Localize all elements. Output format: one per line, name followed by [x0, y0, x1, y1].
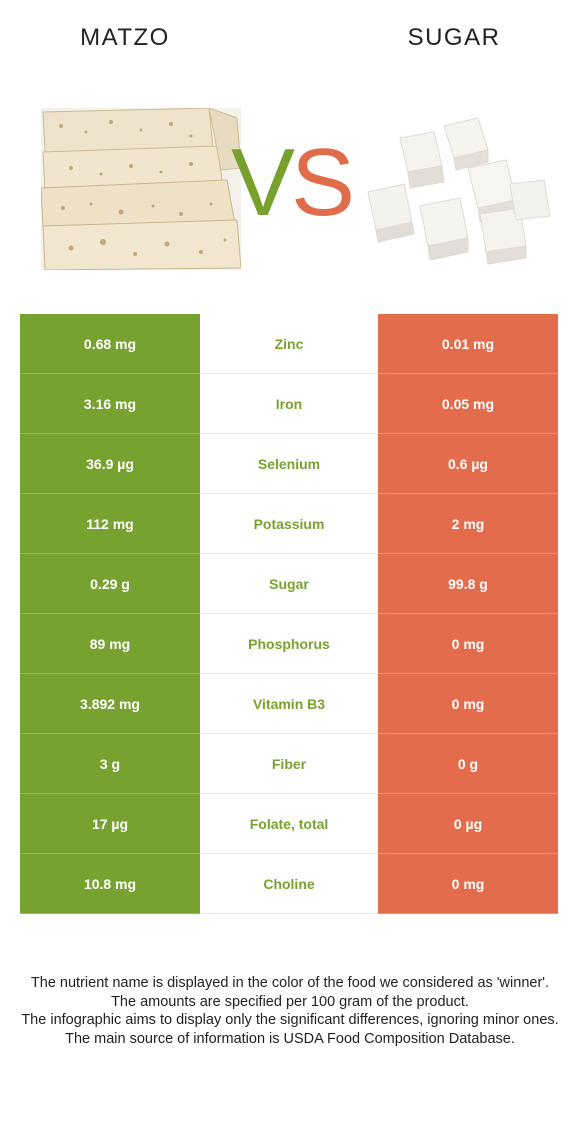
footnote-line: The infographic aims to display only the… [21, 1012, 559, 1028]
table-row: 36.9 µg Selenium 0.6 µg [20, 434, 558, 494]
table-row: 0.68 mg Zinc 0.01 mg [20, 314, 558, 374]
sugar-value: 0 mg [378, 854, 558, 914]
table-row: 89 mg Phosphorus 0 mg [20, 614, 558, 674]
matzo-value: 0.68 mg [20, 314, 200, 374]
comparison-table: 0.68 mg Zinc 0.01 mg 3.16 mg Iron 0.05 m… [20, 314, 558, 914]
matzo-value: 3 g [20, 734, 200, 794]
nutrient-name: Choline [200, 854, 378, 914]
nutrient-name: Vitamin B3 [200, 674, 378, 734]
sugar-value: 0 g [378, 734, 558, 794]
table-row: 3 g Fiber 0 g [20, 734, 558, 794]
nutrient-name: Zinc [200, 314, 378, 374]
footnote-line: The amounts are specified per 100 gram o… [111, 993, 469, 1010]
sugar-value: 0.01 mg [378, 314, 558, 374]
sugar-value: 0.05 mg [378, 374, 558, 434]
nutrient-name: Fiber [200, 734, 378, 794]
matzo-value: 10.8 mg [20, 854, 200, 914]
matzo-value: 3.16 mg [20, 374, 200, 434]
footnote-line: The main source of information is USDA F… [65, 1030, 515, 1047]
sugar-value: 0.6 µg [378, 434, 558, 494]
matzo-value: 3.892 mg [20, 674, 200, 734]
matzo-value: 89 mg [20, 614, 200, 674]
footnote: The nutrient name is displayed in the co… [20, 974, 560, 1048]
sugar-value: 0 µg [378, 794, 558, 854]
sugar-value: 2 mg [378, 494, 558, 554]
vs-s-letter: S [291, 129, 355, 236]
matzo-value: 36.9 µg [20, 434, 200, 494]
table-row: 3.892 mg Vitamin B3 0 mg [20, 674, 558, 734]
nutrient-name: Iron [200, 374, 378, 434]
matzo-value: 112 mg [20, 494, 200, 554]
table-row: 17 µg Folate, total 0 µg [20, 794, 558, 854]
nutrient-name: Sugar [200, 554, 378, 614]
sugar-image [360, 110, 560, 270]
sugar-value: 99.8 g [378, 554, 558, 614]
matzo-value: 17 µg [20, 794, 200, 854]
sugar-value: 0 mg [378, 614, 558, 674]
footnote-line: The nutrient name is displayed in the co… [30, 975, 550, 991]
table-row: 3.16 mg Iron 0.05 mg [20, 374, 558, 434]
vs-v-letter: V [230, 129, 295, 236]
table-row: 0.29 g Sugar 99.8 g [20, 554, 558, 614]
nutrient-name: Potassium [200, 494, 378, 554]
left-food-title: MATZO [80, 24, 170, 51]
nutrient-name: Folate, total [200, 794, 378, 854]
right-food-title: SUGAR [407, 24, 501, 51]
table-row: 10.8 mg Choline 0 mg [20, 854, 558, 914]
matzo-image [41, 108, 241, 270]
matzo-value: 0.29 g [20, 554, 200, 614]
table-row: 112 mg Potassium 2 mg [20, 494, 558, 554]
nutrient-name: Phosphorus [200, 614, 378, 674]
nutrient-name: Selenium [200, 434, 378, 494]
sugar-value: 0 mg [378, 674, 558, 734]
